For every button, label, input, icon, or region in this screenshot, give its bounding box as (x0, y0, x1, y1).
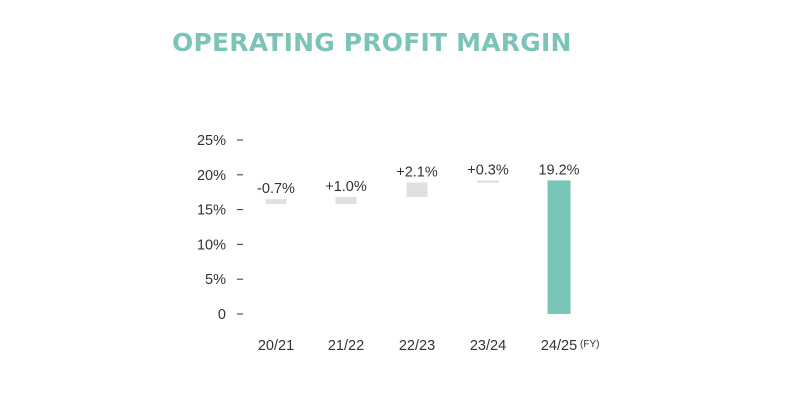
x-tick-label: 21/22 (328, 338, 364, 354)
y-tick-label: 5% (205, 272, 226, 288)
y-tick-label: 0 (218, 307, 226, 323)
waterfall-step-bar (406, 182, 428, 198)
x-tick-suffix: (FY) (580, 339, 599, 350)
data-label: 19.2% (538, 162, 579, 178)
y-tick-label: 20% (197, 168, 226, 184)
x-tick-label: 24/25 (541, 338, 577, 354)
data-label: -0.7% (257, 181, 295, 197)
waterfall-step-bar (265, 199, 287, 205)
data-label: +2.1% (396, 164, 438, 180)
y-tick-label: 25% (197, 133, 226, 149)
y-tick-label: 10% (197, 237, 226, 253)
x-tick-label: 22/23 (399, 338, 435, 354)
data-label: +1.0% (325, 179, 367, 195)
data-label: +0.3% (467, 162, 509, 178)
waterfall-step-bar (477, 180, 499, 183)
x-tick-label: 23/24 (470, 338, 506, 354)
x-tick-label: 20/21 (258, 338, 294, 354)
y-tick-label: 15% (197, 203, 226, 219)
waterfall-step-bar (335, 197, 357, 205)
total-bar (547, 180, 571, 314)
chart-title: OPERATING PROFIT MARGIN (172, 28, 572, 57)
